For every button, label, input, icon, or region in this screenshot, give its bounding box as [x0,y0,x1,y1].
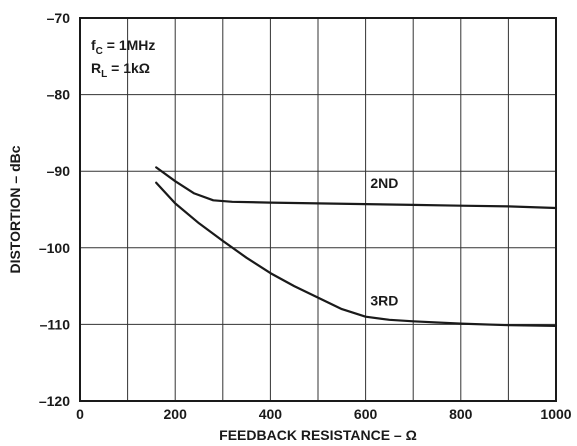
y-axis-label: DISTORTION – dBc [7,145,23,273]
annotation-fc: fC = 1MHz [91,37,155,57]
x-axis-label: FEEDBACK RESISTANCE – Ω [219,427,417,443]
y-tick-label: –90 [47,163,71,179]
x-tick-label: 400 [259,406,283,422]
grid-lines [80,18,556,401]
plot-frame [79,17,557,402]
y-tick-label: –100 [39,240,70,256]
x-tick-label: 600 [354,406,378,422]
tick-labels: 0 200 400 600 800 1000 –70 –80 –90 –100 –110 –120 [39,10,572,422]
y-tick-label: –80 [47,87,71,103]
series-line-3rd [155,181,558,327]
series-label-3rd: 3RD [370,292,398,308]
series-line-2nd [155,166,558,210]
x-tick-label: 800 [449,406,473,422]
x-tick-label: 0 [76,406,84,422]
y-tick-label: –120 [39,393,70,409]
x-tick-label: 1000 [540,406,571,422]
x-tick-label: 200 [164,406,188,422]
series-label-2nd: 2ND [370,175,398,191]
annotation-rl: RL = 1kΩ [91,60,150,80]
y-tick-label: –110 [40,316,71,332]
y-tick-label: –70 [47,10,71,26]
series-lines [155,166,558,327]
